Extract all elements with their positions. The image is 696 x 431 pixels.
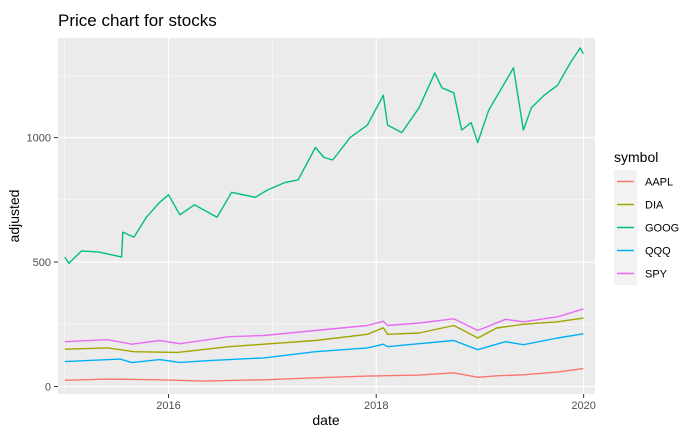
grid-lines [58,38,595,394]
chart-title: Price chart for stocks [58,11,217,30]
series-line-goog [64,47,585,264]
plot-panel [58,38,595,394]
y-tick-label: 500 [33,257,51,269]
x-tick-label: 2020 [571,400,595,412]
series-lines [64,47,585,382]
legend-label-goog: GOOG [645,223,679,235]
legend-label-qqq: QQQ [645,246,671,258]
legend-label-dia: DIA [645,200,664,212]
y-tick-label: 1000 [27,133,51,145]
series-line-spy [64,308,584,345]
x-tick-label: 2018 [364,400,388,412]
series-line-dia [64,317,584,354]
x-tick-label: 2016 [156,400,180,412]
legend-title: symbol [614,149,658,165]
y-axis-ticks: 0 500 1000 [27,133,58,394]
y-axis-title: adjusted [6,190,22,243]
legend-label-spy: SPY [645,269,668,281]
y-tick-label: 0 [45,382,51,394]
legend: symbol AAPL DIA GOOG QQQ SPY [614,149,679,285]
x-axis-ticks: 2016 2018 2020 [156,394,596,412]
legend-label-aapl: AAPL [645,177,673,189]
series-line-aapl [64,367,584,382]
x-axis-title: date [312,412,339,428]
series-line-qqq [64,333,584,364]
